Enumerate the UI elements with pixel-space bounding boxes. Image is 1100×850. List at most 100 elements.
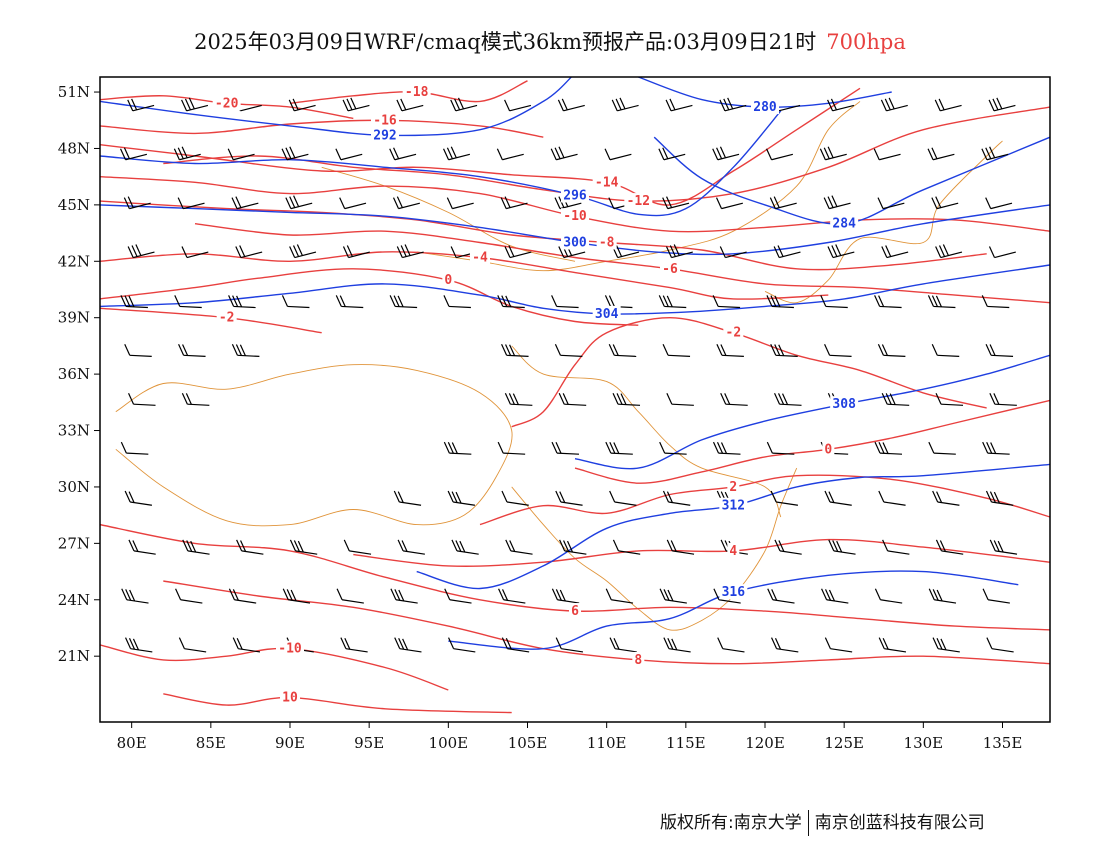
wind-barb xyxy=(828,539,856,555)
wind-barb xyxy=(989,539,1018,555)
temperature-contour xyxy=(100,268,639,326)
wind-barb xyxy=(181,392,210,406)
wind-barb xyxy=(604,148,632,161)
lon-label: 130E xyxy=(904,734,944,752)
wind-barb xyxy=(935,539,964,555)
wind-barb xyxy=(719,97,747,112)
latitude-axis: 51N 48N 45N 42N 39N 36N 33N 30N 27N 24N 21N xyxy=(58,83,100,665)
wind-barb xyxy=(120,441,149,455)
wind-barb xyxy=(985,490,1014,506)
wind-barb xyxy=(605,441,633,455)
wind-barb xyxy=(554,344,583,358)
height-contour-label: 296 xyxy=(563,188,587,203)
wind-barb xyxy=(986,637,1014,653)
wind-barb xyxy=(713,588,741,604)
wind-barb xyxy=(665,98,693,112)
wind-barb xyxy=(717,637,745,653)
wind-barb xyxy=(935,244,963,259)
wind-barb xyxy=(500,196,528,210)
wind-barb xyxy=(389,295,418,309)
temperature-contour-label-bg xyxy=(727,478,740,494)
height-contour-label: 284 xyxy=(832,217,856,232)
temperature-contour-label: -6 xyxy=(662,262,678,277)
temperature-contour-label: -10 xyxy=(563,209,587,224)
wind-barb xyxy=(982,441,1010,455)
wind-barb xyxy=(335,148,363,161)
height-contour-label-bg xyxy=(830,215,859,231)
height-contour-label-bg xyxy=(561,234,589,250)
temperature-contour xyxy=(163,580,1050,665)
temperature-contour-label: 10 xyxy=(282,691,298,706)
wind-barb xyxy=(770,490,798,506)
wind-barb xyxy=(178,344,206,358)
temperature-contour xyxy=(353,538,1050,567)
wind-barb xyxy=(609,637,637,653)
wind-barb xyxy=(446,197,474,210)
lon-label: 80E xyxy=(117,734,147,752)
temperature-contour-label: -16 xyxy=(373,113,397,128)
wind-barb xyxy=(557,98,585,112)
temperature-contour-label-bg xyxy=(371,112,399,128)
height-contour xyxy=(100,110,782,217)
wind-barb xyxy=(878,490,906,506)
wind-barb xyxy=(934,98,962,112)
wind-barb xyxy=(712,441,741,455)
temperature-contour-label: -2 xyxy=(219,311,235,326)
temperature-contour-label-bg xyxy=(216,309,237,325)
wind-barb xyxy=(659,588,687,604)
wind-barb xyxy=(498,588,526,604)
wind-barb xyxy=(443,441,472,455)
footer-separator xyxy=(807,810,809,836)
wind-barb xyxy=(931,344,960,358)
temperature-contour-label-bg xyxy=(402,84,431,100)
wind-barb xyxy=(985,344,1014,358)
wind-barb xyxy=(447,490,475,506)
wind-barb xyxy=(988,97,1016,112)
wind-barb xyxy=(827,244,855,259)
wind-barb xyxy=(612,392,641,406)
lon-label: 95E xyxy=(354,734,384,752)
height-contour-label-bg xyxy=(371,127,399,143)
temperature-contour xyxy=(511,316,987,428)
height-contour xyxy=(100,264,1050,315)
height-contour xyxy=(448,570,1019,650)
wind-barb xyxy=(712,146,740,161)
wind-barb xyxy=(551,588,580,604)
lat-label: 24N xyxy=(58,591,90,609)
wind-barb xyxy=(175,588,203,604)
wind-barb xyxy=(878,637,907,653)
lat-label: 42N xyxy=(58,252,90,270)
temperature-contour-label: -20 xyxy=(215,96,239,111)
temperature-contour-label-bg xyxy=(280,689,300,705)
wind-barb xyxy=(124,344,152,358)
wind-barb xyxy=(397,539,425,555)
lon-label: 90E xyxy=(275,734,305,752)
temperature-contour-label: -14 xyxy=(595,175,619,190)
wind-barb xyxy=(340,637,368,653)
wind-barb xyxy=(720,392,748,406)
temperature-contour xyxy=(100,87,861,206)
wind-barb xyxy=(501,637,530,653)
wind-barb xyxy=(127,98,155,112)
wind-barb xyxy=(659,441,687,455)
wind-barb xyxy=(342,97,370,112)
wind-barb xyxy=(235,245,263,259)
wind-barb xyxy=(823,195,851,210)
height-contour xyxy=(574,354,1050,470)
wind-barb xyxy=(715,197,743,210)
wind-barb xyxy=(127,244,155,259)
temperature-contour-label: -12 xyxy=(627,194,650,209)
wind-barb xyxy=(819,146,847,161)
lon-label: 85E xyxy=(196,734,226,752)
wind-barb xyxy=(605,588,634,604)
wind-barb xyxy=(281,146,309,161)
temperature-contour xyxy=(574,399,1050,484)
temperature-contour-label: -2 xyxy=(726,326,742,341)
wind-barb xyxy=(343,539,372,555)
lat-label: 27N xyxy=(58,534,90,552)
wind-barb xyxy=(182,539,210,555)
temperature-contour-label-bg xyxy=(660,260,680,276)
wind-barb xyxy=(824,637,853,653)
wind-barb xyxy=(609,490,637,506)
wind-barb xyxy=(393,490,422,506)
